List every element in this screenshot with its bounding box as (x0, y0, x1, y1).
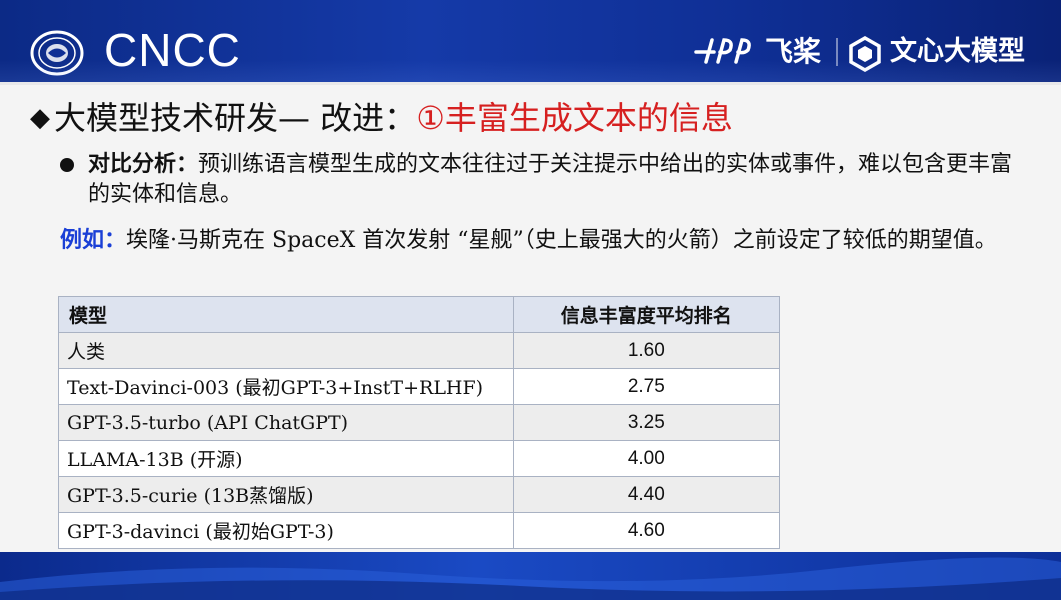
model-cell: GPT-3.5-curie (13B蒸馏版) (58, 476, 514, 513)
model-cell: Text-Davinci-003 (最初GPT-3+InstT+RLHF) (58, 368, 514, 405)
analysis-point: 对比分析：预训练语言模型生成的文本往往过于关注提示中给出的实体或事件，难以包含更… (60, 150, 1020, 210)
rank-cell: 4.40 (512, 476, 781, 513)
title-highlight: ①丰富生成文本的信息 (416, 99, 733, 137)
analysis-body: 预训练语言模型生成的文本往往过于关注提示中给出的实体或事件，难以包含更丰富的实体… (88, 152, 1013, 207)
footer-wave-decoration (0, 557, 1061, 600)
header-stripe (0, 82, 1061, 85)
rank-cell: 3.25 (512, 404, 781, 441)
ccf-logo-icon (30, 30, 84, 76)
table-row: GPT-3.5-curie (13B蒸馏版) 4.40 (58, 476, 781, 513)
table-header-row: 模型 信息丰富度平均排名 (58, 296, 781, 333)
table-row: GPT-3-davinci (最初始GPT-3) 4.60 (58, 512, 781, 549)
model-cell: GPT-3.5-turbo (API ChatGPT) (58, 404, 514, 441)
column-header-rank: 信息丰富度平均排名 (512, 296, 781, 333)
rank-cell: 2.75 (512, 368, 781, 405)
example-lead: 例如： (60, 228, 127, 253)
title-main: 大模型技术研发— 改进： (54, 99, 417, 137)
wenxin-brand-text: 文心大模型 (890, 36, 1025, 67)
table-row: Text-Davinci-003 (最初GPT-3+InstT+RLHF) 2.… (58, 368, 781, 405)
slide-title: ◆ 大模型技术研发— 改进：①丰富生成文本的信息 (30, 96, 733, 140)
wenxin-logo-icon (849, 36, 881, 72)
diamond-bullet-icon: ◆ (30, 103, 50, 133)
rank-cell: 4.60 (512, 512, 781, 549)
model-cell: GPT-3-davinci (最初始GPT-3) (58, 512, 514, 549)
cncc-logo-text: CNCC (104, 24, 241, 76)
analysis-lead: 对比分析： (88, 152, 199, 177)
paddle-brand-text: 飞桨 (765, 35, 822, 68)
table-row: 人类 1.60 (58, 332, 781, 369)
example-paragraph: 例如：埃隆·马斯克在 SpaceX 首次发射 “星舰”（史上最强大的火箭）之前设… (60, 226, 1020, 256)
paddlepaddle-logo-icon (694, 38, 751, 64)
example-body: 埃隆·马斯克在 SpaceX 首次发射 “星舰”（史上最强大的火箭）之前设定了较… (126, 228, 997, 253)
rank-cell: 1.60 (512, 332, 781, 369)
header-banner: CNCC 飞桨 文心大模型 (0, 0, 1061, 82)
column-header-model: 模型 (58, 296, 514, 333)
table-row: GPT-3.5-turbo (API ChatGPT) 3.25 (58, 404, 781, 441)
model-cell: LLAMA-13B (开源) (58, 440, 514, 477)
bullet-dot-icon (60, 158, 74, 172)
footer-banner (0, 552, 1061, 600)
analysis-text: 对比分析：预训练语言模型生成的文本往往过于关注提示中给出的实体或事件，难以包含更… (60, 150, 1020, 210)
model-cell: 人类 (58, 332, 514, 369)
header-divider (836, 38, 838, 66)
table-row: LLAMA-13B (开源) 4.00 (58, 440, 781, 477)
ranking-table: 模型 信息丰富度平均排名 人类 1.60 Text-Davinci-003 (最… (58, 296, 781, 549)
rank-cell: 4.00 (512, 440, 781, 477)
